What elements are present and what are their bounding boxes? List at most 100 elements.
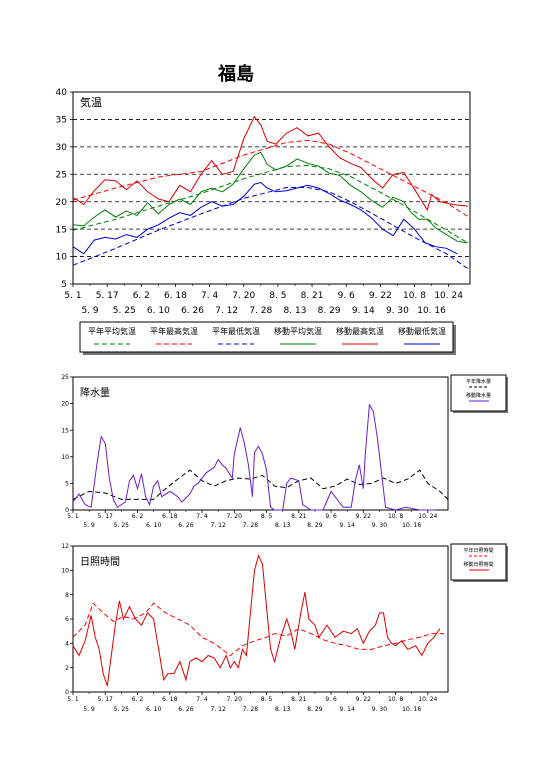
series-line-移動平均気温 [72, 151, 468, 244]
x-tick-label: 8. 5 [269, 291, 286, 301]
x-tick-label: 8. 13 [275, 706, 290, 713]
x-tick-label: 7. 4 [196, 696, 208, 703]
y-tick-label: 5 [61, 280, 67, 290]
x-tick-label: 8. 29 [307, 706, 322, 713]
plot-frame-2 [72, 545, 449, 693]
page-title: 福島 [218, 64, 254, 85]
x-tick-label: 5. 1 [67, 696, 79, 703]
x-tick-label: 5. 9 [81, 306, 98, 316]
x-tick-label: 9. 22 [356, 696, 371, 703]
x-tick-label: 7. 20 [227, 513, 242, 520]
x-tick-label: 7. 12 [211, 522, 226, 529]
legend-label: 移動平均気温 [274, 326, 322, 336]
y-tick-label: 10 [61, 454, 69, 461]
x-tick-label: 5. 25 [114, 522, 129, 529]
y-tick-label: 12 [61, 543, 69, 550]
y-tick-label: 10 [56, 253, 68, 263]
series-line-移動最高気温 [72, 115, 468, 212]
x-tick-label: 9. 6 [338, 291, 355, 301]
series-line-平年平均気温 [72, 164, 469, 244]
x-tick-label: 9. 14 [340, 522, 355, 529]
y-tick-label: 4 [65, 640, 69, 647]
x-tick-label: 5. 17 [98, 696, 113, 703]
x-tick-label: 9. 30 [372, 522, 387, 529]
x-tick-label: 10. 24 [418, 696, 437, 703]
x-tick-label: 6. 26 [178, 706, 193, 713]
x-tick-label: 6. 10 [146, 522, 161, 529]
x-tick-label: 9. 6 [325, 513, 337, 520]
x-tick-label: 10. 16 [402, 706, 421, 713]
x-tick-label: 7. 28 [249, 306, 272, 316]
series-line-平年最高気温 [72, 139, 469, 217]
y-tick-label: 20 [61, 401, 69, 408]
legend-label: 平年平均気温 [88, 326, 136, 336]
chart-title: 降水量 [80, 386, 110, 399]
x-tick-label: 5. 1 [64, 291, 81, 301]
y-tick-label: 25 [61, 374, 69, 381]
y-tick-label: 0 [65, 507, 69, 514]
x-tick-label: 7. 12 [211, 706, 226, 713]
x-tick-label: 7. 4 [201, 291, 218, 301]
x-tick-label: 6. 18 [162, 513, 177, 520]
x-tick-label: 6. 2 [132, 696, 144, 703]
x-tick-label: 8. 5 [261, 696, 273, 703]
x-tick-label: 8. 29 [307, 522, 322, 529]
series-line-平年日照時間 [72, 602, 444, 657]
x-tick-label: 8. 13 [284, 306, 307, 316]
y-tick-label: 10 [61, 567, 69, 574]
plot-frame-0 [72, 91, 471, 285]
legend-label: 平年最高気温 [150, 326, 198, 336]
plot-frame-1 [72, 376, 449, 511]
legend-label: 平年日照時間 [463, 547, 493, 554]
x-tick-label: 8. 29 [318, 306, 341, 316]
x-tick-label: 7. 20 [227, 696, 242, 703]
x-tick-label: 10. 16 [417, 306, 446, 316]
x-tick-label: 10. 8 [388, 513, 403, 520]
x-tick-label: 6. 26 [178, 522, 193, 529]
x-tick-label: 9. 14 [352, 306, 375, 316]
chart-title: 日照時間 [80, 556, 120, 568]
legend-label: 移動最高気温 [336, 326, 384, 336]
legend-box [450, 374, 507, 412]
x-tick-label: 10. 16 [402, 522, 421, 529]
x-tick-label: 7. 28 [243, 522, 258, 529]
legend-box [450, 543, 507, 581]
y-tick-label: 35 [56, 116, 67, 126]
y-tick-label: 40 [56, 88, 68, 98]
y-tick-label: 25 [56, 170, 67, 180]
y-tick-label: 6 [65, 616, 69, 623]
x-tick-label: 5. 9 [83, 522, 95, 529]
x-tick-label: 8. 21 [291, 696, 306, 703]
x-tick-label: 6. 18 [164, 291, 187, 301]
x-tick-label: 8. 13 [275, 522, 290, 529]
x-tick-label: 7. 4 [196, 513, 208, 520]
x-tick-label: 10. 8 [388, 696, 403, 703]
x-tick-label: 6. 2 [132, 513, 144, 520]
x-tick-label: 9. 22 [369, 291, 392, 301]
y-tick-label: 8 [65, 592, 69, 599]
x-tick-label: 5. 17 [96, 291, 119, 301]
x-tick-label: 9. 6 [325, 696, 337, 703]
y-tick-label: 15 [61, 427, 69, 434]
x-tick-label: 5. 25 [113, 306, 136, 316]
x-tick-label: 8. 5 [261, 513, 273, 520]
x-tick-label: 5. 17 [98, 513, 113, 520]
y-tick-label: 0 [65, 689, 69, 696]
x-tick-label: 5. 1 [67, 513, 79, 520]
x-tick-label: 10. 24 [434, 291, 463, 301]
series-line-移動最低気温 [72, 181, 458, 255]
x-tick-label: 6. 26 [181, 306, 204, 316]
y-tick-label: 30 [56, 143, 68, 153]
series-line-移動日照時間 [72, 554, 441, 687]
series-line-平年降水量 [72, 469, 449, 500]
x-tick-label: 6. 10 [147, 306, 170, 316]
series-line-移動降水量 [72, 403, 436, 511]
x-tick-label: 8. 21 [301, 291, 324, 301]
x-tick-label: 7. 28 [243, 706, 258, 713]
legend-label: 移動降水量 [466, 392, 491, 399]
legend-label: 平年降水量 [466, 378, 491, 385]
x-tick-label: 10. 24 [418, 513, 437, 520]
legend-label: 平年最低気温 [212, 326, 260, 336]
x-tick-label: 5. 25 [114, 706, 129, 713]
